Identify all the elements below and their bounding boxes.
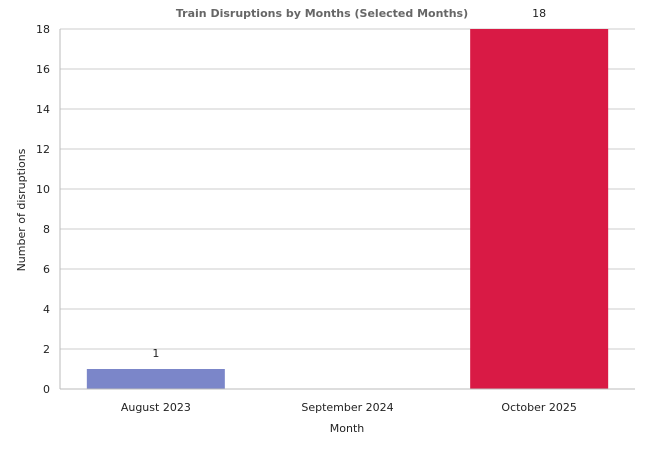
y-tick-label: 16 (36, 63, 50, 76)
y-axis-ticks: 0 2 4 6 8 10 12 14 16 18 (36, 23, 50, 396)
y-tick-label: 6 (43, 263, 50, 276)
data-labels: 1 18 (152, 7, 546, 360)
x-axis-label: Month (330, 422, 365, 435)
y-axis-label: Number of disruptions (15, 148, 28, 271)
bar-2 (470, 29, 609, 389)
y-tick-label: 10 (36, 183, 50, 196)
data-label-2: 18 (532, 7, 546, 20)
y-tick-label: 8 (43, 223, 50, 236)
y-tick-label: 0 (43, 383, 50, 396)
y-tick-label: 18 (36, 23, 50, 36)
y-tick-label: 12 (36, 143, 50, 156)
x-axis-ticks: August 2023 September 2024 October 2025 (121, 401, 577, 414)
y-tick-label: 4 (43, 303, 50, 316)
bars (86, 29, 609, 389)
x-tick-label: October 2025 (501, 401, 577, 414)
data-label-0: 1 (152, 347, 159, 360)
chart-title: Train Disruptions by Months (Selected Mo… (176, 7, 468, 20)
y-tick-label: 2 (43, 343, 50, 356)
bar-0 (86, 369, 225, 389)
x-tick-label: August 2023 (121, 401, 191, 414)
x-tick-label: September 2024 (301, 401, 393, 414)
y-tick-label: 14 (36, 103, 50, 116)
